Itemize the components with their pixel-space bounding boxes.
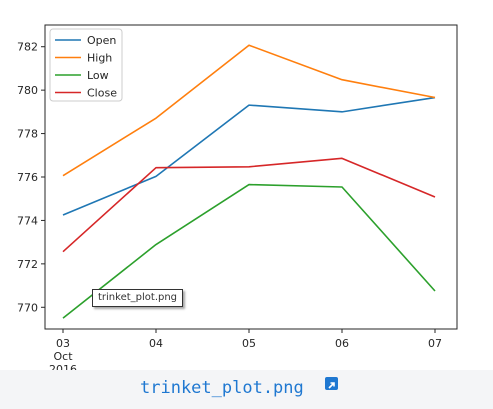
y-tick-label: 778 [17, 128, 38, 141]
filename-tooltip: trinket_plot.png [92, 289, 184, 307]
caption-bar: trinket_plot.png [0, 370, 493, 409]
legend-box [49, 28, 123, 102]
series-line-high [62, 44, 436, 177]
y-tick-label: 780 [17, 84, 38, 97]
series-lines [62, 44, 436, 319]
x-tick-label: 07 [428, 337, 442, 350]
x-sublabel: Oct [53, 350, 73, 363]
series-line-close [62, 157, 436, 253]
download-link[interactable]: trinket_plot.png [140, 378, 304, 398]
legend-label: Close [87, 87, 117, 100]
legend-label: Low [87, 69, 109, 82]
y-tick-label: 782 [17, 41, 38, 54]
x-tick-label: 05 [242, 337, 256, 350]
y-tick-label: 770 [17, 301, 38, 314]
x-sublabel: 2016 [49, 363, 77, 370]
series-line-low [62, 183, 436, 319]
external-link-icon[interactable] [325, 377, 338, 390]
x-tick-label: 06 [335, 337, 349, 350]
legend: Open High Low Close [49, 28, 123, 102]
y-tick-label: 774 [17, 214, 38, 227]
legend-label: Open [87, 34, 116, 47]
x-tick-label: 04 [149, 337, 163, 350]
x-tick-label: 03 [56, 337, 70, 350]
y-tick-label: 772 [17, 258, 38, 271]
y-tick-label: 776 [17, 171, 38, 184]
y-axis: 770 772 774 776 778 780 782 [17, 41, 45, 314]
legend-label: High [87, 52, 112, 65]
series-line-open [62, 96, 436, 216]
